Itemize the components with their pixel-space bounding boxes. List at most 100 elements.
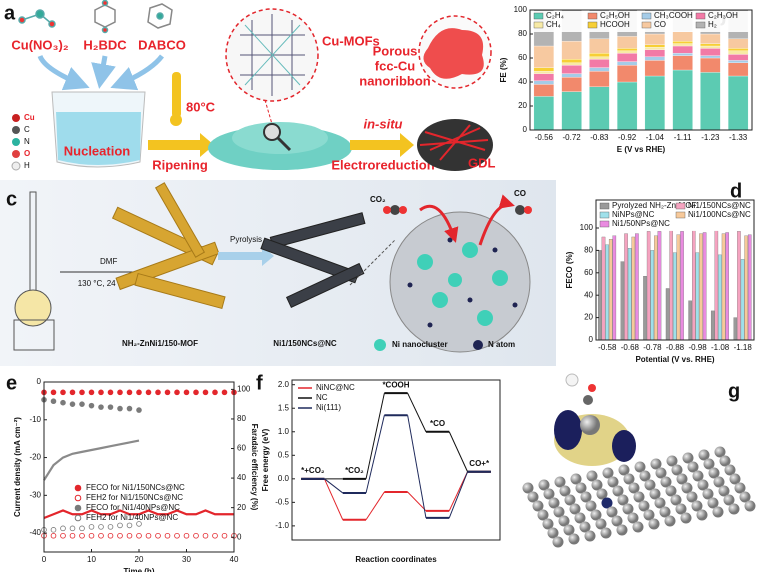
bar-segment [644, 44, 666, 48]
y-tick-label: 1.5 [278, 403, 290, 412]
y-tick-label: 100 [580, 223, 594, 232]
bar [620, 261, 625, 341]
product-label: Porous [373, 43, 418, 58]
legend-label: NiNC@NC [316, 383, 355, 392]
legend-label: FEH2 for Ni1/40NPs@NC [86, 513, 178, 522]
carbon-atom [739, 491, 751, 503]
level-connector [407, 415, 427, 518]
bar-segment [589, 71, 610, 87]
bar-segment [533, 84, 555, 97]
y2-tick-label: 60 [237, 444, 246, 453]
step-label: in-situ [364, 116, 403, 131]
carbon-atom [627, 512, 639, 524]
carbon-atom [691, 500, 703, 512]
carbon-atom [713, 476, 725, 488]
carbon-atom [522, 482, 534, 494]
legend-swatch [74, 504, 82, 512]
bar-segment [700, 57, 721, 73]
data-point [60, 532, 66, 539]
y-tick-label: 100 [514, 5, 528, 14]
carbon-atom [666, 455, 678, 467]
carbon-atom [570, 473, 582, 485]
carbon-atom [665, 485, 677, 497]
carbon-atom [558, 515, 570, 527]
bar [747, 234, 752, 341]
carbon-atom [714, 446, 726, 458]
bar-segment [700, 43, 721, 47]
bar [605, 244, 609, 341]
legend-label: HCOOH [600, 20, 630, 29]
bar [737, 231, 741, 341]
carbon-atom [554, 476, 566, 488]
panel-g: g [522, 373, 756, 548]
x-tick-label: 30 [182, 555, 191, 564]
porous-cu [423, 28, 484, 79]
legend-swatch [695, 21, 706, 29]
y-tick-label: 60 [518, 53, 527, 62]
data-point [50, 389, 57, 396]
bar [654, 235, 658, 341]
data-point [202, 389, 209, 396]
co2-molecule [399, 206, 407, 214]
y2-axis-label: Faradaic efficiency (%) [250, 424, 259, 511]
carbon-atom [616, 524, 628, 536]
data-point [212, 389, 218, 396]
atom-label: H [24, 161, 30, 170]
gas-label: CO [514, 189, 526, 198]
carbon-atom [676, 473, 688, 485]
carbon-atom [734, 482, 746, 494]
carbon-atom [660, 476, 672, 488]
legend-swatch [599, 211, 610, 219]
data-point [50, 398, 57, 405]
data-point [212, 532, 218, 539]
carbon-atom [703, 458, 715, 470]
y-tick-label: 0.0 [278, 474, 290, 483]
bar-segment [672, 55, 693, 71]
x-tick-label: 20 [135, 555, 144, 564]
carbon-atom [538, 479, 550, 491]
carbon-atom [671, 464, 683, 476]
bar [608, 239, 613, 341]
bar-segment [533, 96, 555, 131]
atom-label: N [24, 137, 30, 146]
bar [635, 233, 639, 341]
data-point [136, 389, 142, 396]
data-point [69, 401, 76, 407]
bar-segment [700, 55, 721, 59]
co-molecule [515, 205, 525, 215]
data-point [107, 532, 114, 539]
carbon-atom [670, 494, 682, 506]
y-tick-label: 20 [584, 313, 593, 322]
data-point [145, 532, 152, 539]
pyrolysis-arrow [218, 246, 274, 266]
carbon-atom [643, 509, 655, 521]
data-point [183, 389, 190, 396]
bar-segment [672, 69, 693, 131]
bar-segment [561, 59, 582, 63]
panel-c: c DMF 130 °C, 24 h NH₂-ZnNi1/150-MOF Pyr… [0, 180, 556, 366]
zoom-link [264, 99, 273, 125]
step-label: Nucleation [64, 143, 131, 158]
legend-label: NC [316, 393, 328, 402]
bar-segment [616, 65, 638, 83]
x-tick-label: 40 [230, 555, 239, 564]
y-tick-label: 60 [584, 268, 593, 277]
bar [650, 250, 655, 341]
carbon-atom [719, 455, 731, 467]
legend-label: C₂H₄ [546, 11, 564, 20]
bar [710, 310, 715, 341]
bar [657, 231, 662, 341]
carbon-atom [563, 524, 575, 536]
bar-segment [589, 59, 610, 68]
bar-segment [589, 53, 610, 57]
charge-density [554, 410, 582, 450]
carbon-atom [634, 461, 646, 473]
product-label: nanoribbon [359, 73, 431, 88]
legend-label: Ni(111) [316, 403, 341, 412]
bar-segment [672, 43, 693, 47]
data-point [88, 532, 95, 539]
x-axis-label: Reaction coordinates [355, 555, 437, 564]
bar-segment [589, 67, 610, 72]
data-point [60, 399, 66, 406]
